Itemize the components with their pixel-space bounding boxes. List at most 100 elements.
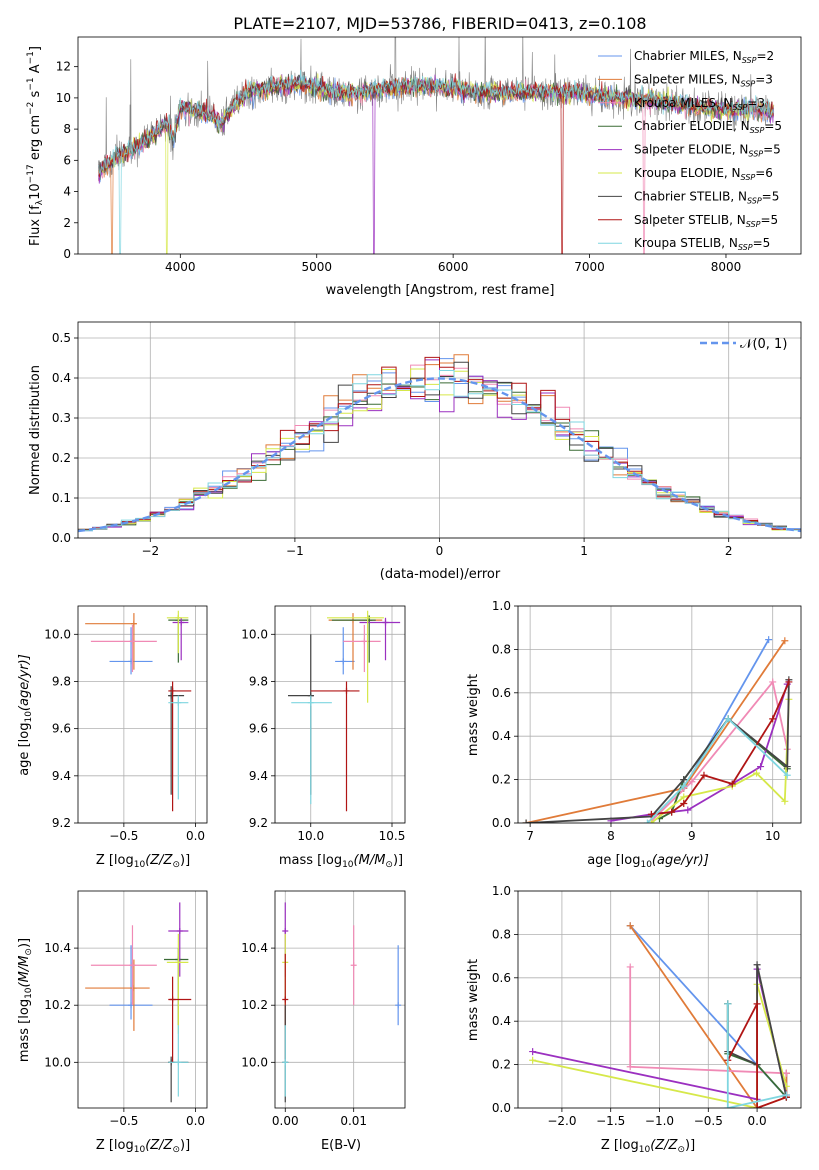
- massweight-marker: [783, 771, 791, 779]
- data-point-marker: [175, 699, 182, 706]
- massweight-z-plot: −2.0 −1.5 −1.0 −0.5 0.0 0.0 0.2 0.4 0.6 0.8 1.0: [492, 884, 802, 1128]
- data-point-marker: [169, 996, 176, 1003]
- massweight-marker: [782, 1091, 790, 1099]
- x-tick-label: −0.5: [109, 1114, 138, 1128]
- y-tick-label: 0.2: [492, 773, 511, 787]
- mass-z-plot: −0.5 0.0 10.0 10.2 10.4: [44, 890, 208, 1128]
- x-tick-label: −1.0: [645, 1114, 674, 1128]
- y-tick-label: 0.0: [52, 531, 71, 545]
- x-tick-label: 2: [725, 544, 733, 558]
- massweight-marker: [781, 637, 789, 645]
- x-tick-label: 0.0: [186, 829, 205, 843]
- y-tick-label: 0.5: [52, 331, 71, 345]
- axes-frame: −2.0 −1.5 −1.0 −0.5 0.0 0.0 0.2 0.4 0.6 0.8 1.0: [492, 884, 802, 1128]
- plot-area: [78, 354, 801, 533]
- x-tick-label: 7000: [574, 260, 605, 274]
- data-point-marker: [307, 699, 314, 706]
- x-tick-label: 0.0: [186, 1114, 205, 1128]
- massweight-line: [650, 699, 790, 823]
- axes-frame: 0.00 0.01 10.0 10.2 10.4: [241, 890, 406, 1128]
- massweight-marker: [724, 1104, 732, 1108]
- axes-border: [77, 321, 802, 539]
- massweight-marker: [785, 678, 793, 686]
- massweight-marker: [680, 799, 688, 807]
- massweight-age-panel: 7 8 9 10 0.0 0.2 0.4 0.6 0.8 1.0 age [log10(age/y…: [466, 599, 802, 870]
- axes-frame: −0.5 0.0 10.0 10.2 10.4: [44, 890, 208, 1128]
- y-tick-label: 2: [63, 216, 71, 230]
- axes-border: [517, 890, 802, 1109]
- data-point-marker: [340, 658, 347, 665]
- spectrum-ylabel: Flux [fλ10−17 erg cm−2 s−1 A−1]: [26, 46, 45, 246]
- x-tick-label: 8000: [711, 260, 742, 274]
- massweight-marker: [757, 763, 765, 771]
- mass-ebv-plot: 0.00 0.01 10.0 10.2 10.4: [241, 890, 406, 1128]
- y-tick-label: 0.8: [492, 927, 511, 941]
- mass-ebv-xlabel: E(B-V): [321, 1138, 361, 1153]
- massweight-line: [646, 717, 788, 823]
- y-tick-label: 0.6: [492, 971, 511, 985]
- age-z-panel: −0.5 0.09.29.49.69.810.0 Z [log10(Z/Z⊙)] …: [17, 605, 208, 870]
- massweight-line: [726, 1003, 787, 1108]
- plot-area: [85, 902, 192, 1103]
- y-tick-label: 10: [56, 91, 71, 105]
- residual-histogram: [78, 370, 801, 532]
- residuals-ylabel: Normed distribution: [28, 365, 43, 495]
- massweight-marker: [626, 963, 634, 971]
- y-tick-label: 9.4: [249, 769, 268, 783]
- x-tick-label: 0.0: [748, 1114, 767, 1128]
- x-tick-label: −0.5: [109, 829, 138, 843]
- y-tick-label: 9.6: [249, 722, 268, 736]
- y-tick-label: 10.2: [44, 998, 71, 1012]
- massweight-marker: [668, 808, 676, 816]
- y-tick-label: 10.4: [241, 941, 268, 955]
- legend-label: 𝒩(0, 1): [740, 337, 787, 352]
- y-tick-label: 0.2: [52, 451, 71, 465]
- y-tick-label: 9.8: [249, 674, 268, 688]
- y-tick-label: 0.0: [492, 1101, 511, 1115]
- massweight-marker: [753, 961, 761, 969]
- massweight-marker: [728, 780, 736, 788]
- data-point-marker: [364, 614, 371, 621]
- age-mass-xlabel: mass [log10(M/M⊙)]: [279, 853, 403, 870]
- axes-border: [77, 36, 802, 255]
- axes-frame: 10.0 10.5 9.2 9.4 9.6 9.8 10.0: [241, 605, 406, 843]
- x-tick-label: −2: [141, 544, 159, 558]
- y-tick-label: 4: [63, 185, 71, 199]
- spectrum-panel: 4000 5000 6000 7000 8000 0 2 4 6 8 10 12 Chabrier MI…: [26, 36, 802, 298]
- legend-label: Chabrier MILES, NSSP=2: [634, 49, 774, 65]
- x-tick-label: 9: [688, 829, 696, 843]
- data-point-marker: [178, 619, 185, 626]
- massweight-marker: [769, 715, 777, 723]
- y-tick-label: 8: [63, 122, 71, 136]
- y-tick-label: 0.1: [52, 491, 71, 505]
- axes-border: [517, 605, 802, 824]
- y-tick-label: 0.3: [52, 411, 71, 425]
- spectrum-plot: 4000 5000 6000 7000 8000 0 2 4 6 8 10 12 Chabrier MI…: [56, 36, 802, 274]
- x-tick-label: 10.0: [297, 829, 324, 843]
- massweight-marker: [724, 1000, 732, 1008]
- y-tick-label: 12: [56, 60, 71, 74]
- data-point-marker: [282, 927, 289, 934]
- data-point-marker: [175, 1059, 182, 1066]
- age-z-xlabel: Z [log10(Z/Z⊙)]: [96, 853, 190, 870]
- massweight-marker: [626, 1063, 634, 1071]
- massweight-marker: [753, 769, 761, 777]
- x-tick-label: 10: [765, 829, 780, 843]
- data-point-marker: [129, 962, 136, 969]
- massweight-marker: [680, 782, 688, 790]
- data-point-marker: [282, 996, 289, 1003]
- x-tick-label: −0.5: [694, 1114, 723, 1128]
- axes-frame: 7 8 9 10 0.0 0.2 0.4 0.6 0.8 1.0: [492, 599, 802, 843]
- data-point-marker: [130, 620, 137, 627]
- massweight-marker: [680, 793, 688, 801]
- y-tick-label: 9.8: [52, 674, 71, 688]
- data-point-marker: [176, 927, 183, 934]
- mass-ebv-panel: 0.00 0.01 10.0 10.2 10.4 E(B-V): [241, 890, 406, 1153]
- y-tick-label: 0.4: [492, 729, 511, 743]
- data-point-marker: [361, 638, 368, 645]
- age-mass-plot: 10.0 10.5 9.2 9.4 9.6 9.8 10.0: [241, 605, 406, 843]
- plot-area: [282, 902, 402, 1103]
- massweight-line: [526, 679, 790, 823]
- data-point-marker: [350, 962, 357, 969]
- y-tick-label: 10.0: [44, 1055, 71, 1069]
